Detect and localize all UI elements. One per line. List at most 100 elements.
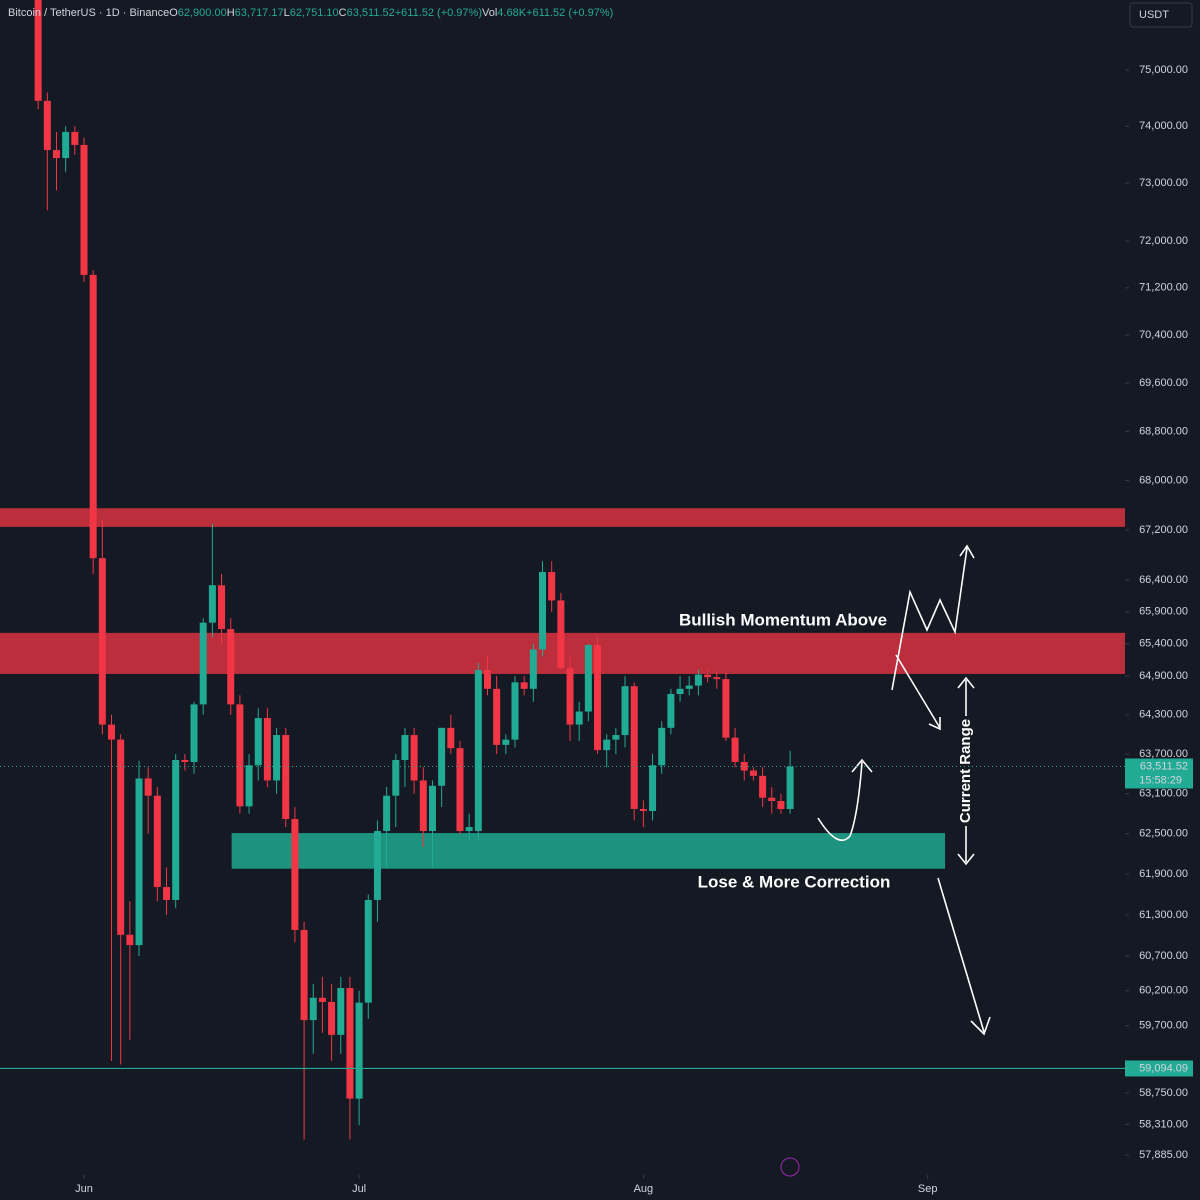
y-tick-label: 67,200.00 — [1139, 524, 1188, 536]
candle-body — [300, 929, 308, 1021]
candle-body — [227, 629, 235, 705]
y-tick-label: 64,900.00 — [1139, 670, 1188, 682]
candle-body — [685, 685, 693, 689]
current-price-label: 63,511.52 — [1140, 760, 1188, 772]
candle-body — [511, 682, 519, 740]
current-price-tag — [1125, 758, 1193, 789]
candle-body — [318, 997, 326, 1002]
candle-body — [71, 131, 79, 145]
candle-body — [43, 100, 51, 151]
candle-body — [108, 724, 116, 740]
candle-body — [584, 645, 592, 712]
candle-body — [263, 718, 271, 781]
annotation: Lose & More Correction — [698, 872, 891, 891]
y-tick-label: 62,500.00 — [1139, 828, 1188, 840]
candle-body — [621, 686, 629, 736]
annotation: Bullish Momentum Above — [679, 610, 887, 629]
candle-body — [309, 997, 317, 1021]
plot-area — [0, 0, 1125, 1140]
candle-body — [419, 780, 427, 832]
candle-body — [190, 704, 198, 762]
candle-body — [428, 785, 436, 832]
candle-body — [208, 585, 216, 623]
header-value: +611.52 (+0.97%) — [526, 7, 613, 19]
y-tick-label: 68,000.00 — [1139, 474, 1188, 486]
y-tick-label: 75,000.00 — [1139, 64, 1188, 76]
candle-body — [520, 682, 528, 689]
candle-body — [594, 645, 602, 751]
candle-body — [172, 759, 180, 900]
candle-body — [786, 766, 794, 810]
arrow — [937, 877, 985, 1033]
y-tick-label: 65,900.00 — [1139, 606, 1188, 618]
y-tick-label: 61,300.00 — [1139, 909, 1188, 921]
candle-body — [566, 668, 574, 725]
x-tick-label: Jul — [352, 1183, 366, 1195]
candle-body — [777, 801, 785, 810]
candle-body — [181, 759, 189, 762]
candle-body — [135, 778, 143, 946]
currency-box[interactable] — [1129, 2, 1193, 28]
y-tick-label: 60,700.00 — [1139, 950, 1188, 962]
candle-body — [548, 571, 556, 601]
price-tag — [1125, 1060, 1193, 1077]
candle-body — [456, 748, 464, 832]
candle-body — [364, 899, 372, 1003]
candle-body — [759, 775, 767, 798]
arrowhead — [957, 676, 975, 689]
candle-body — [722, 679, 730, 738]
annotation: Current Range — [957, 719, 974, 823]
candle-body — [163, 887, 171, 900]
candle-body — [410, 735, 418, 781]
x-tick-label: Sep — [918, 1183, 938, 1195]
y-tick-label: 60,200.00 — [1139, 985, 1188, 997]
header-key: C — [339, 7, 347, 19]
y-tick-label: 64,300.00 — [1139, 709, 1188, 721]
header-value: 63,511.52 — [347, 7, 395, 19]
candle-body — [401, 735, 409, 760]
candle-body — [676, 688, 684, 695]
candle-body — [337, 988, 345, 1035]
candle-body — [355, 1002, 363, 1099]
candle-body — [603, 739, 611, 751]
price-axis — [1125, 0, 1200, 1200]
candle-body — [704, 674, 712, 678]
candle-body — [144, 778, 152, 796]
header-value: +611.52 (+0.97%) — [395, 7, 482, 19]
drawings — [780, 544, 991, 1177]
candle-body — [575, 711, 583, 725]
y-tick-label: 72,000.00 — [1139, 235, 1188, 247]
header-key: L — [284, 7, 290, 19]
y-tick-label: 73,000.00 — [1139, 177, 1188, 189]
y-tick-label: 58,750.00 — [1139, 1087, 1188, 1099]
candle-body — [713, 677, 721, 680]
candle-body — [557, 600, 565, 669]
arrow — [817, 761, 863, 841]
candle-body — [236, 704, 244, 807]
icon[interactable] — [780, 1157, 800, 1177]
zone — [0, 508, 1125, 527]
candle-body — [694, 674, 702, 686]
candle-body — [731, 737, 739, 762]
candle-body — [254, 718, 262, 766]
countdown: 15:58:29 — [1139, 774, 1182, 786]
arrowhead — [959, 544, 975, 559]
y-tick-label: 66,400.00 — [1139, 574, 1188, 586]
candle-body — [465, 827, 473, 832]
header-key: Vol — [482, 7, 497, 19]
y-tick-label: 63,100.00 — [1139, 788, 1188, 800]
header-value: 63,717.17 — [235, 7, 284, 19]
candle-body — [89, 274, 97, 559]
arrow — [895, 654, 941, 729]
candle-body — [117, 739, 125, 935]
candle-body — [218, 585, 226, 630]
candle-body — [383, 795, 391, 832]
y-tick-label: 58,310.00 — [1139, 1118, 1188, 1130]
y-tick-label: 65,400.00 — [1139, 638, 1188, 650]
candle-body — [273, 735, 281, 781]
candle-body — [502, 739, 510, 745]
price-tag-label: 59,094.09 — [1139, 1062, 1188, 1074]
y-tick-label: 71,200.00 — [1139, 282, 1188, 294]
y-tick-label: 61,900.00 — [1139, 868, 1188, 880]
